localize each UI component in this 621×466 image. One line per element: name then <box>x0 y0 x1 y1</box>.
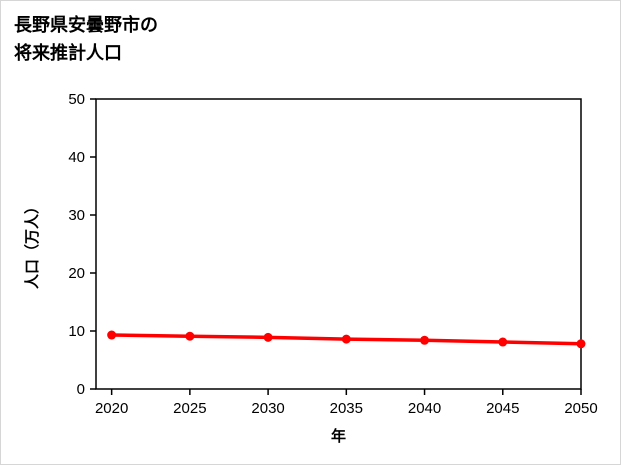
x-tick-label: 2025 <box>173 400 206 417</box>
x-tick-label: 2045 <box>486 400 519 417</box>
data-point-marker <box>107 330 117 340</box>
y-tick-label: 0 <box>77 381 85 398</box>
y-tick-label: 10 <box>68 323 85 340</box>
chart-title: 長野県安曇野市の 将来推計人口 <box>14 12 158 68</box>
chart-title-line1: 長野県安曇野市の <box>14 15 158 35</box>
y-tick-label: 20 <box>68 265 85 282</box>
x-tick-label: 2040 <box>408 400 441 417</box>
y-axis-label: 人口（万人） <box>23 199 41 289</box>
x-tick-label: 2035 <box>330 400 363 417</box>
y-tick-label: 30 <box>68 207 85 224</box>
data-point-marker <box>498 337 508 347</box>
y-tick-label: 40 <box>68 149 85 166</box>
x-tick-label: 2020 <box>95 400 128 417</box>
data-point-marker <box>263 332 273 342</box>
data-point-marker <box>341 334 351 344</box>
data-point-marker <box>576 339 586 349</box>
plot-border <box>95 98 582 390</box>
chart-title-line2: 将来推計人口 <box>14 42 122 63</box>
data-point-marker <box>420 335 430 345</box>
x-tick-label: 2050 <box>564 400 597 417</box>
data-point-marker <box>185 331 195 341</box>
x-tick-label: 2030 <box>251 400 284 417</box>
x-axis-label: 年 <box>331 427 346 445</box>
y-tick-label: 50 <box>68 91 85 108</box>
